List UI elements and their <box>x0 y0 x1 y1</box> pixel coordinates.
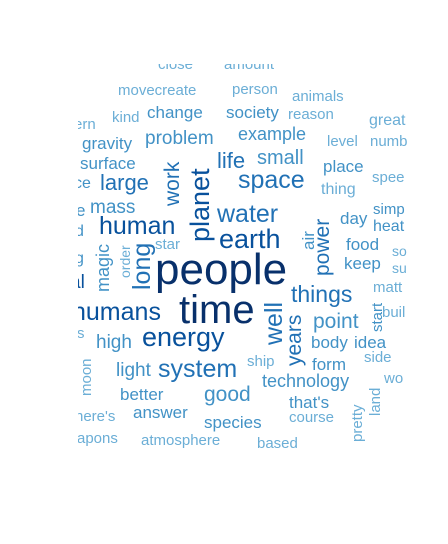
word-problem: problem <box>145 128 214 149</box>
word-point: point <box>313 310 359 333</box>
word-system: system <box>158 355 238 383</box>
word-so: so <box>392 243 407 259</box>
word-thats: that's <box>289 393 330 412</box>
word-ern: ern <box>78 116 96 133</box>
word-food: food <box>346 235 380 254</box>
word-good: good <box>204 383 251 406</box>
word-years: years <box>283 314 306 366</box>
word-day: day <box>340 209 368 228</box>
word-ce: ce <box>78 175 91 192</box>
word-numb: numb <box>370 133 408 150</box>
word-close: close <box>158 64 194 73</box>
word-animals: animals <box>292 88 344 105</box>
word-pretty: pretty <box>349 404 366 442</box>
word-life: life <box>217 148 246 173</box>
word-great: great <box>369 112 406 129</box>
word-buil: buil <box>382 304 406 321</box>
word-e: e <box>78 201 86 220</box>
word-order: order <box>117 245 133 278</box>
word-time: time <box>179 288 255 332</box>
word-air: air <box>299 231 318 250</box>
word-reason: reason <box>288 106 334 123</box>
word-earth: earth <box>219 224 281 254</box>
word-light: light <box>116 360 151 381</box>
word-technology: technology <box>262 371 350 391</box>
word-matt: matt <box>373 279 403 296</box>
word-atmosphere: atmosphere <box>141 432 221 449</box>
word-small: small <box>257 147 304 169</box>
word-keep: keep <box>344 254 381 273</box>
word-idea: idea <box>354 333 387 352</box>
word-large: large <box>100 170 149 195</box>
word-wo: wo <box>384 370 404 387</box>
word-change: change <box>147 103 203 122</box>
word-heres: here's <box>78 408 116 425</box>
word-surface: surface <box>80 154 136 173</box>
word-space: space <box>238 166 305 194</box>
word-work: work <box>161 161 184 206</box>
word-moon: moon <box>78 358 95 396</box>
word-su: su <box>392 260 407 276</box>
word-human: human <box>99 212 176 240</box>
word-level: level <box>327 133 358 150</box>
word-star: star <box>155 236 181 253</box>
word-amount: amount <box>224 64 275 73</box>
word-heat: heat <box>373 218 405 235</box>
word-place: place <box>323 157 364 176</box>
word-long: long <box>128 242 156 290</box>
word-cloud: people time planet earth energy human hu… <box>78 64 410 450</box>
word-species: species <box>204 413 262 432</box>
word-answer: answer <box>133 403 188 422</box>
word-apons: apons <box>78 430 118 447</box>
word-based: based <box>257 435 298 450</box>
word-d: d <box>78 223 84 240</box>
word-mass: mass <box>90 197 136 218</box>
word-start: start <box>369 302 386 332</box>
word-magic: magic <box>93 243 113 292</box>
word-side: side <box>364 349 392 366</box>
word-movecreate: movecreate <box>118 82 197 99</box>
word-course: course <box>289 409 335 426</box>
word-example: example <box>238 124 307 144</box>
word-people: people <box>155 245 288 294</box>
word-al: al <box>78 272 85 293</box>
word-ship: ship <box>247 353 275 370</box>
word-person: person <box>232 81 278 98</box>
word-things: things <box>291 281 353 307</box>
word-form: form <box>312 355 346 374</box>
word-better: better <box>120 385 164 404</box>
word-body: body <box>311 333 348 352</box>
word-high: high <box>96 332 132 353</box>
word-gravity: gravity <box>82 134 133 153</box>
word-kind: kind <box>112 109 140 126</box>
word-water: water <box>217 200 279 228</box>
word-g: g <box>78 250 84 267</box>
word-simp: simp <box>373 201 405 218</box>
word-humans: humans <box>78 298 161 326</box>
word-thing: thing <box>321 181 356 198</box>
word-land: land <box>367 387 384 416</box>
word-planet: planet <box>185 168 215 242</box>
word-spee: spee <box>372 169 405 186</box>
word-society: society <box>226 103 279 122</box>
word-energy: energy <box>142 322 225 352</box>
word-s: s <box>78 325 85 342</box>
